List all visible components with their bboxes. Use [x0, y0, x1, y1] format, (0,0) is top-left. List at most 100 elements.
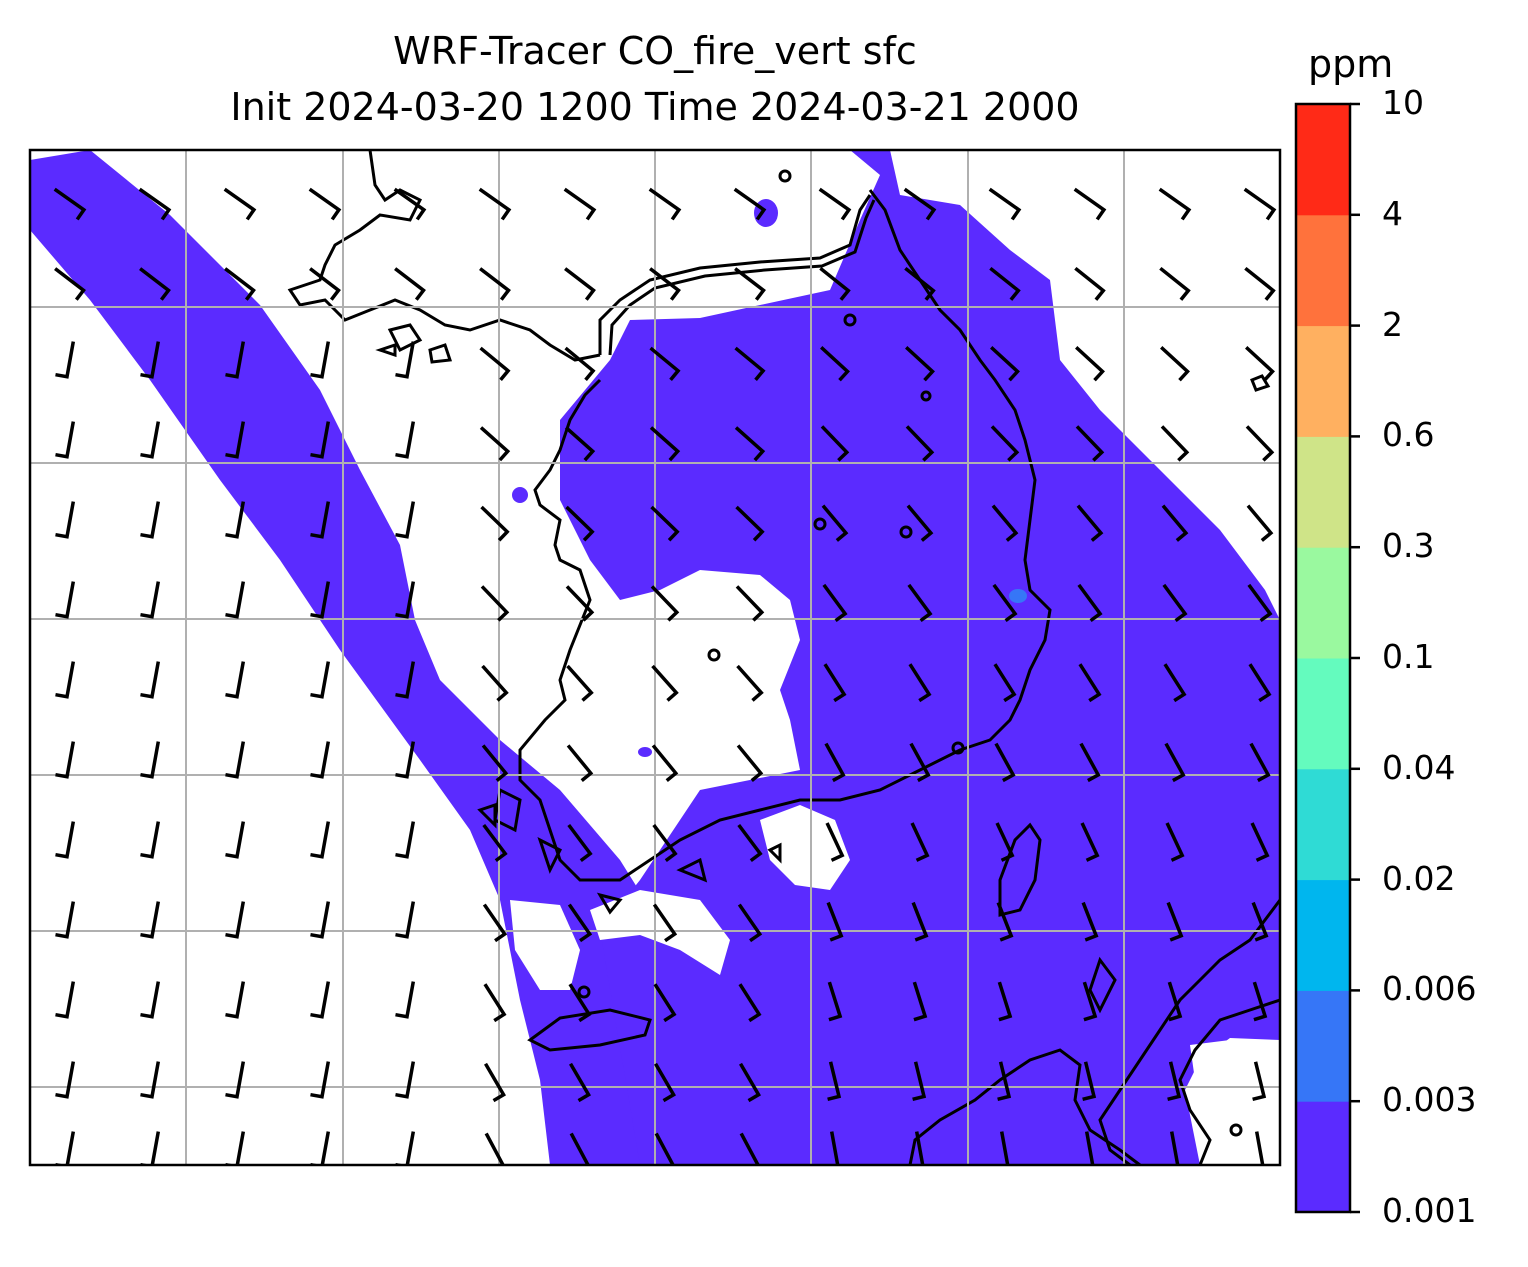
wind-barb [480, 585, 510, 622]
colorbar-tick-label: 0.1 [1382, 637, 1435, 676]
wind-barb [55, 821, 76, 859]
wind-barb [140, 501, 161, 539]
wind-barb [908, 663, 932, 703]
wind-barb [989, 266, 1021, 301]
wind-barb [310, 981, 331, 1019]
wind-barb [996, 901, 1014, 942]
wind-barb [55, 741, 76, 779]
colorbar-tick-label: 0.3 [1382, 526, 1435, 566]
wind-barb [479, 267, 511, 301]
wind-barb [818, 187, 852, 221]
colorbar-tick-label: 4 [1382, 193, 1403, 233]
colorbar-tick-label: 0.6 [1382, 415, 1435, 455]
wind-barb [827, 1061, 842, 1102]
co-hotspot [1009, 589, 1027, 603]
wind-barb [1250, 822, 1270, 862]
wind-barb [566, 664, 594, 702]
island-small-2 [843, 313, 857, 327]
wind-barb [654, 1132, 675, 1165]
wind-barb [910, 822, 930, 862]
wind-barb [1075, 346, 1105, 382]
wind-barb [140, 341, 161, 379]
island-small-7 [951, 741, 965, 755]
wind-barb [914, 1131, 925, 1165]
colorbar-tick-label: 10 [1382, 83, 1424, 122]
wind-barb [480, 505, 510, 542]
wind-barb [733, 187, 767, 221]
wind-barb [55, 901, 76, 939]
coastline-bay [1088, 956, 1117, 1014]
wind-barb [569, 1132, 590, 1165]
wind-barb [825, 822, 845, 862]
coastline-southeast [1178, 998, 1280, 1165]
wind-barb [310, 1131, 331, 1165]
wind-barb [1160, 425, 1190, 462]
wind-barb [395, 981, 416, 1019]
wind-barb [1166, 901, 1184, 942]
clear-area-southeast [1190, 1040, 1280, 1100]
wind-barb [1079, 742, 1101, 783]
wind-barb [823, 663, 847, 703]
wind-barb [1252, 1061, 1267, 1102]
wind-barb [395, 821, 416, 859]
wind-barb [1165, 822, 1185, 862]
wind-barb [1254, 1131, 1265, 1165]
islets-west-1 [375, 323, 453, 364]
wind-barb [1080, 822, 1100, 862]
wind-barb [395, 341, 416, 379]
chart-title: WRF-Tracer CO_fire_vert sfc [393, 29, 917, 73]
wind-barb [310, 821, 331, 859]
wind-barb [737, 823, 763, 863]
islets-south [596, 842, 782, 915]
wind-barb [310, 581, 331, 619]
wind-barb [994, 742, 1016, 783]
wind-barb [310, 741, 331, 779]
wind-barb [907, 583, 933, 623]
island-small-5 [899, 525, 913, 539]
wind-barb [479, 426, 511, 462]
plume-blob-north [754, 199, 778, 227]
wind-barb [1159, 266, 1191, 301]
wind-barb [737, 903, 763, 943]
wind-barb [736, 744, 764, 782]
island-jeju [527, 1008, 652, 1052]
wind-barb [140, 661, 161, 699]
wind-barb [734, 267, 766, 301]
wind-barb [1243, 187, 1277, 221]
wind-barb [821, 504, 849, 542]
wind-barb [140, 741, 161, 779]
coastline-japan [908, 1048, 1141, 1165]
colorbar-tick-label: 0.02 [1382, 858, 1456, 898]
wind-barb [484, 1132, 505, 1165]
wind-barb [827, 981, 843, 1022]
colorbar-segment [1296, 325, 1350, 437]
colorbar-tick-label: 0.003 [1382, 1080, 1477, 1120]
wind-barb [565, 585, 595, 622]
wind-barb [905, 346, 935, 382]
wind-barb [652, 903, 678, 943]
wind-barb [225, 741, 246, 779]
wind-barb [481, 664, 509, 702]
wind-barb [654, 1062, 676, 1103]
wind-barb [563, 187, 597, 221]
wind-barb [564, 346, 596, 381]
colorbar-tick-label: 0.001 [1382, 1191, 1477, 1230]
wind-barb [224, 267, 256, 301]
wind-barb [395, 421, 416, 459]
wind-barb [393, 187, 427, 221]
wind-barb [482, 903, 508, 943]
wind-barb [225, 1061, 246, 1099]
wind-barb [395, 501, 416, 539]
wind-barb [394, 267, 426, 301]
wind-barb [1167, 1061, 1182, 1102]
wind-barb [1247, 583, 1273, 623]
wind-barb [904, 266, 936, 301]
wind-barb [55, 981, 76, 1019]
wind-barb [55, 341, 76, 379]
wind-barb [652, 823, 678, 863]
wind-barb [310, 661, 331, 699]
wind-barb [564, 426, 596, 462]
wind-barb [139, 267, 171, 301]
island-small-3 [920, 390, 932, 402]
wind-barb [225, 901, 246, 939]
